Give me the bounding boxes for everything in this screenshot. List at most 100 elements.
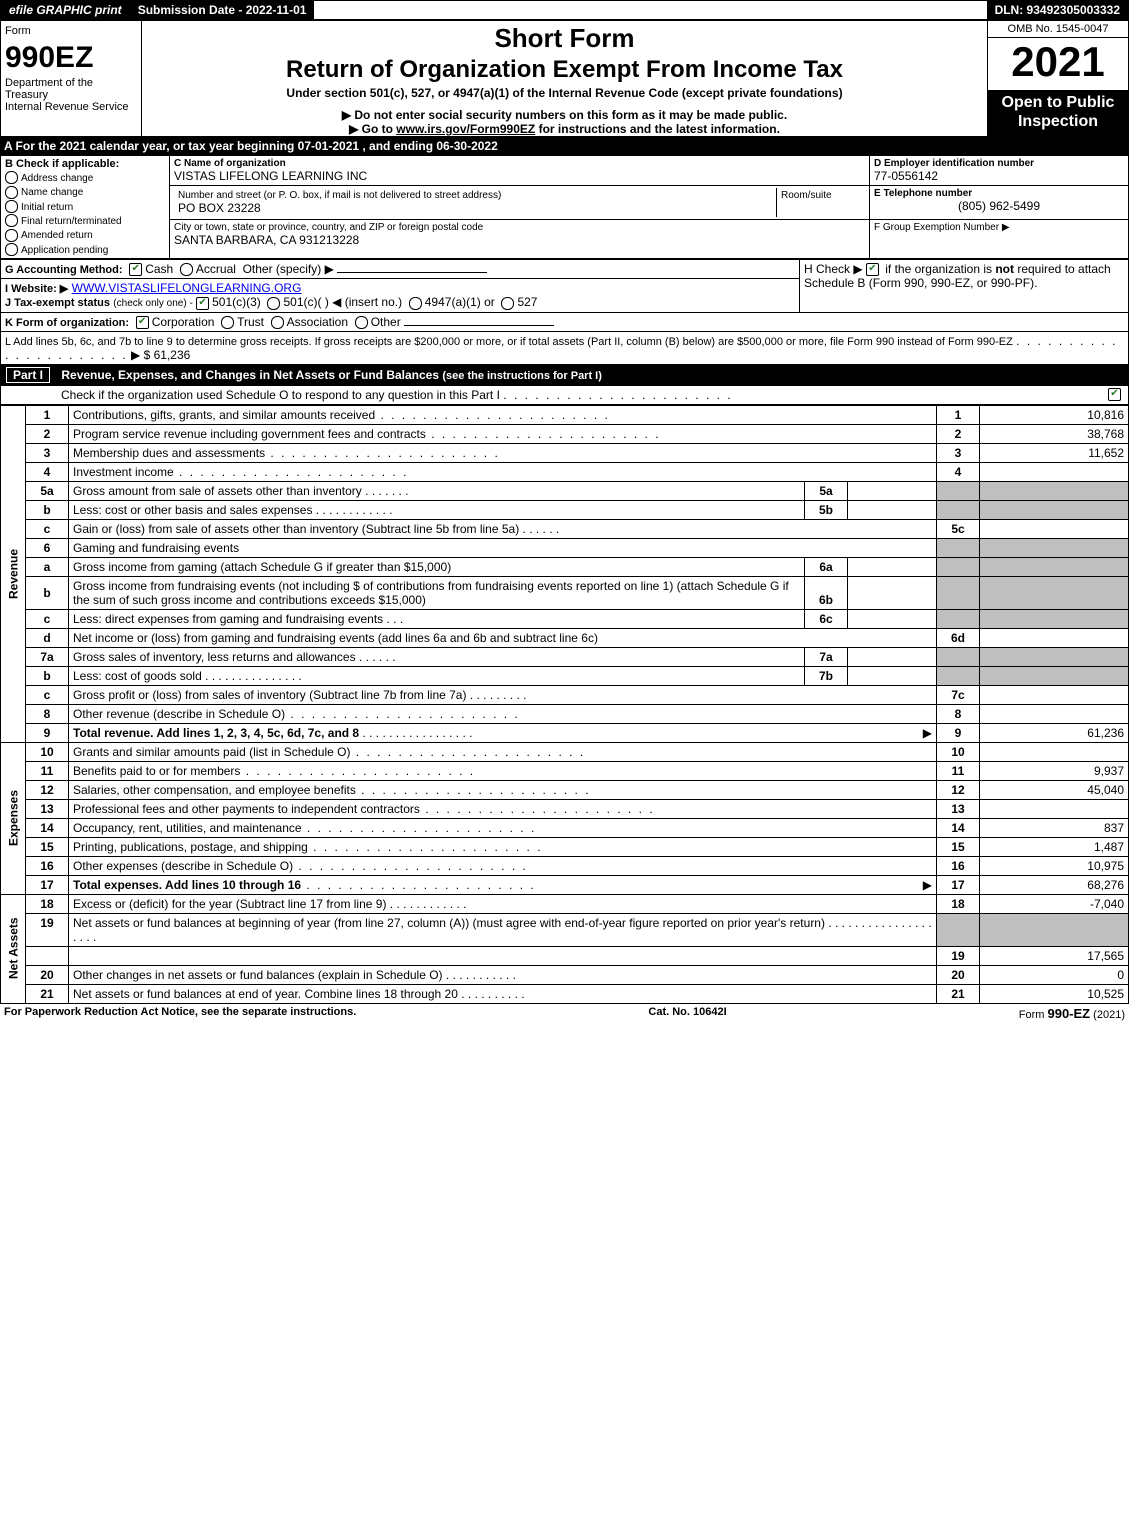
check-accrual[interactable] <box>180 263 193 276</box>
line-8-text: Other revenue (describe in Schedule O) <box>69 704 937 723</box>
revenue-label: Revenue <box>1 405 26 742</box>
check-final-return[interactable]: Final return/terminated <box>5 213 165 227</box>
box-h-text2: if the organization is <box>885 262 995 276</box>
box-g-label: G Accounting Method: <box>5 264 123 276</box>
line-5b-text: Less: cost or other basis and sales expe… <box>69 500 937 519</box>
check-4947[interactable] <box>409 297 422 310</box>
check-501c3[interactable]: ✔ <box>196 297 209 310</box>
line-12-val: 45,040 <box>980 780 1129 799</box>
box-d-label: D Employer identification number <box>874 158 1124 169</box>
line-5a-ibox: 5a <box>805 482 848 500</box>
dept-label: Department of the Treasury Internal Reve… <box>1 75 141 117</box>
box-l-arrow: ▶ $ <box>131 348 150 362</box>
line-5a-grey <box>937 481 980 500</box>
other-org-input[interactable] <box>404 325 554 326</box>
form-number: 990EZ <box>1 41 141 75</box>
line-18-val: -7,040 <box>980 894 1129 913</box>
efile-label[interactable]: efile GRAPHIC print <box>1 1 130 19</box>
line-6a-num: a <box>26 557 69 576</box>
line-1-text: Contributions, gifts, grants, and simila… <box>69 405 937 424</box>
line-6c-grey-val <box>980 609 1129 628</box>
line-1-box: 1 <box>937 405 980 424</box>
check-trust[interactable] <box>221 316 234 329</box>
check-schedule-o[interactable]: ✔ <box>1108 388 1121 401</box>
opt-other: Other <box>371 315 401 329</box>
ein: 77-0556142 <box>874 169 1124 183</box>
line-6b-ival <box>848 577 937 609</box>
line-4-num: 4 <box>26 462 69 481</box>
line-3-num: 3 <box>26 443 69 462</box>
line-7b-grey-val <box>980 666 1129 685</box>
instr-1: ▶ Do not enter social security numbers o… <box>142 108 987 122</box>
check-name-change[interactable]: Name change <box>5 184 165 198</box>
line-5c-box: 5c <box>937 519 980 538</box>
line-11-text: Benefits paid to or for members <box>69 761 937 780</box>
line-19-grey-val <box>980 913 1129 946</box>
line-9-box: 9 <box>937 723 980 742</box>
line-6-grey-val <box>980 538 1129 557</box>
box-h-text1: H Check ▶ <box>804 262 866 276</box>
part-1-check-text: Check if the organization used Schedule … <box>61 388 500 402</box>
line-7a-grey <box>937 647 980 666</box>
line-15-num: 15 <box>26 837 69 856</box>
check-association[interactable] <box>271 316 284 329</box>
line-7a-ival <box>848 648 937 666</box>
part-1-label: Part I <box>6 367 50 383</box>
check-corporation[interactable]: ✔ <box>136 316 149 329</box>
line-5c-val <box>980 519 1129 538</box>
line-16-val: 10,975 <box>980 856 1129 875</box>
check-501c[interactable] <box>267 297 280 310</box>
line-5a-num: 5a <box>26 481 69 500</box>
line-9-val: 61,236 <box>980 723 1129 742</box>
check-527[interactable] <box>501 297 514 310</box>
website-link[interactable]: WWW.VISTASLIFELONGLEARNING.ORG <box>72 281 302 295</box>
line-10-box: 10 <box>937 742 980 761</box>
line-18-num: 18 <box>26 894 69 913</box>
check-schedule-b[interactable]: ✔ <box>866 263 879 276</box>
line-19-box: 19 <box>937 946 980 965</box>
instr2-post: for instructions and the latest informat… <box>535 122 780 136</box>
line-10-num: 10 <box>26 742 69 761</box>
check-other-org[interactable] <box>355 316 368 329</box>
line-19-continued <box>69 946 937 965</box>
part-1-header: Part I Revenue, Expenses, and Changes in… <box>0 365 1129 385</box>
line-7a-ibox: 7a <box>805 648 848 666</box>
check-initial-return[interactable]: Initial return <box>5 199 165 213</box>
form-label: Form <box>1 21 141 41</box>
irs-link[interactable]: www.irs.gov/Form990EZ <box>396 122 535 136</box>
tax-year: 2021 <box>988 38 1128 86</box>
line-19-num: 19 <box>26 913 69 946</box>
submission-date: Submission Date - 2022-11-01 <box>130 1 315 19</box>
line-4-text: Investment income <box>69 462 937 481</box>
line-6c-grey <box>937 609 980 628</box>
line-6d-text: Net income or (loss) from gaming and fun… <box>69 628 937 647</box>
city-state-zip: SANTA BARBARA, CA 931213228 <box>174 233 865 247</box>
check-cash[interactable]: ✔ <box>129 263 142 276</box>
opt-501c: 501(c)( ) ◀ (insert no.) <box>283 295 402 309</box>
top-bar: efile GRAPHIC print Submission Date - 20… <box>0 0 1129 20</box>
box-j-sub: (check only one) - <box>113 298 192 309</box>
line-6b-num: b <box>26 576 69 609</box>
line-18-box: 18 <box>937 894 980 913</box>
line-5c-num: c <box>26 519 69 538</box>
open-to-public: Open to Public Inspection <box>988 90 1129 136</box>
check-address-change[interactable]: Address change <box>5 170 165 184</box>
line-13-text: Professional fees and other payments to … <box>69 799 937 818</box>
opt-527: 527 <box>517 295 537 309</box>
line-16-num: 16 <box>26 856 69 875</box>
line-5b-grey-val <box>980 500 1129 519</box>
line-6d-num: d <box>26 628 69 647</box>
cash-label: Cash <box>145 262 173 276</box>
line-7b-ival <box>848 667 937 685</box>
check-application-pending[interactable]: Application pending <box>5 242 165 256</box>
check-amended-return[interactable]: Amended return <box>5 227 165 241</box>
box-e-label: E Telephone number <box>874 188 1124 199</box>
other-specify-input[interactable] <box>337 272 487 273</box>
line-8-val <box>980 704 1129 723</box>
line-6c-ival <box>848 610 937 628</box>
box-h-not: not <box>995 262 1014 276</box>
net-assets-label: Net Assets <box>1 894 26 1003</box>
line-19-text: Net assets or fund balances at beginning… <box>69 913 937 946</box>
opt-501c3: 501(c)(3) <box>212 295 261 309</box>
line-5b-grey <box>937 500 980 519</box>
